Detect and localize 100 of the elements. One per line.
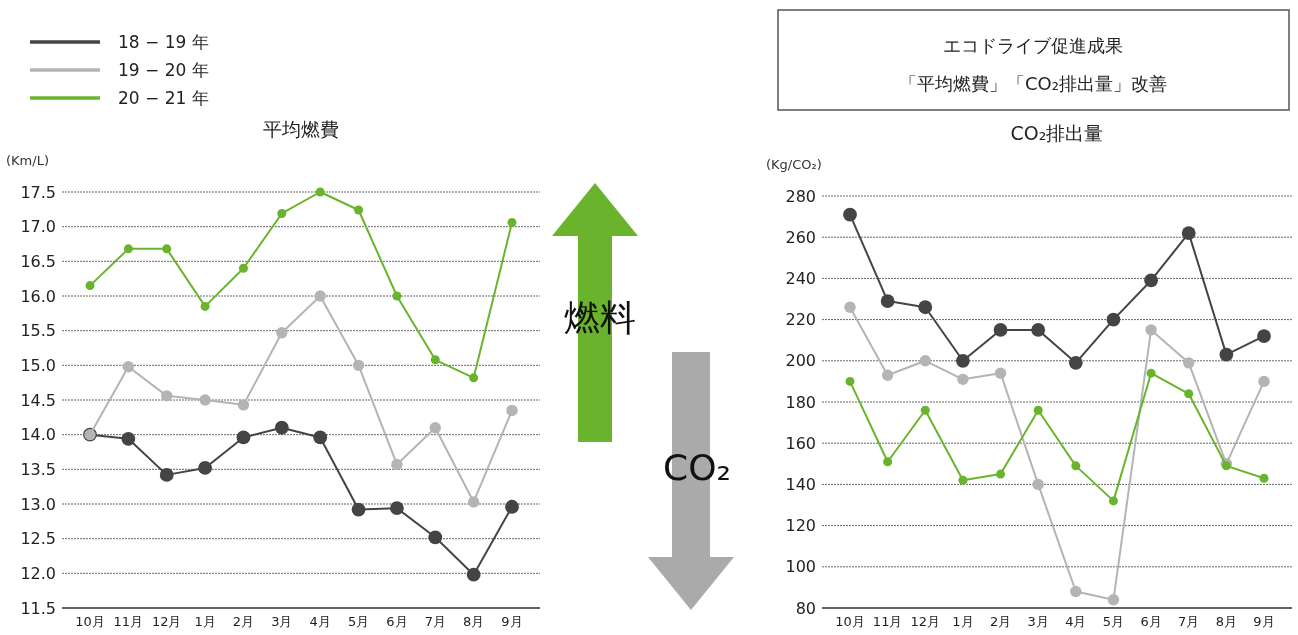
- point: [883, 457, 893, 467]
- point: [123, 244, 133, 254]
- x-tick-label: 3月: [271, 614, 293, 629]
- x-tick-label: 10月: [75, 614, 105, 629]
- chart-title: 平均燃費: [263, 118, 339, 140]
- point: [469, 373, 479, 383]
- point: [313, 430, 328, 445]
- point: [1181, 226, 1196, 240]
- y-tick-label: 100: [785, 557, 816, 577]
- point: [881, 369, 894, 381]
- y-tick-label: 16.5: [20, 251, 56, 271]
- point: [1257, 329, 1271, 343]
- point: [162, 244, 172, 254]
- point: [1108, 496, 1118, 506]
- y-tick-label: 140: [785, 475, 816, 494]
- point: [1219, 347, 1234, 362]
- y-tick-label: 240: [785, 269, 816, 288]
- y-tick-label: 120: [785, 516, 816, 536]
- x-tick-label: 6月: [1140, 614, 1162, 629]
- point: [1144, 273, 1158, 288]
- point: [354, 205, 364, 215]
- y-tick-label: 17.5: [20, 182, 56, 202]
- point: [392, 291, 402, 301]
- x-tick-label: 11月: [113, 614, 144, 629]
- y-tick-label: 200: [785, 351, 816, 371]
- point: [430, 355, 440, 365]
- point: [1107, 594, 1120, 606]
- point: [429, 422, 441, 434]
- x-tick-label: 4月: [309, 614, 331, 629]
- point: [198, 461, 212, 475]
- x-tick-label: 10月: [835, 614, 865, 629]
- y-tick-label: 14.0: [20, 425, 56, 445]
- point: [996, 469, 1006, 479]
- point: [1259, 473, 1269, 483]
- text: 「平均燃費」「CO₂排出量」改善: [899, 73, 1167, 95]
- point: [351, 502, 366, 517]
- text: エコドライブ促進成果: [943, 35, 1123, 57]
- y-tick-label: 180: [785, 392, 816, 412]
- point: [880, 294, 895, 308]
- point: [844, 301, 856, 313]
- x-tick-label: 12月: [910, 614, 941, 629]
- y-tick-label: 15.0: [20, 355, 56, 375]
- point: [274, 420, 289, 435]
- legend-label: 18 − 19 年: [118, 31, 209, 52]
- y-tick-label: 220: [785, 310, 816, 330]
- point: [1184, 389, 1194, 399]
- legend-label: 20 − 21 年: [118, 87, 209, 108]
- point: [1032, 478, 1044, 491]
- point: [200, 301, 210, 311]
- point: [1145, 324, 1157, 336]
- point: [390, 501, 404, 516]
- point: [845, 376, 855, 386]
- y-tick-label: 11.5: [20, 598, 56, 618]
- x-tick-label: 11月: [872, 614, 903, 629]
- x-tick-label: 6月: [386, 614, 408, 629]
- point: [199, 394, 211, 406]
- y-tick-label: 13.5: [20, 459, 56, 479]
- point: [1258, 375, 1270, 388]
- x-tick-label: 9月: [1253, 614, 1275, 629]
- point: [315, 187, 325, 197]
- point: [391, 458, 403, 471]
- point: [993, 323, 1008, 337]
- point: [121, 431, 136, 446]
- point: [428, 530, 443, 545]
- x-tick-label: 1月: [194, 614, 216, 629]
- y-tick-label: 12.0: [20, 563, 56, 583]
- point: [1068, 355, 1083, 370]
- point: [314, 290, 326, 302]
- point: [506, 404, 518, 417]
- point: [466, 567, 481, 582]
- point: [237, 399, 250, 411]
- x-tick-label: 5月: [347, 614, 370, 629]
- point: [918, 300, 933, 315]
- point: [843, 207, 857, 222]
- point: [352, 359, 365, 372]
- x-tick-label: 9月: [501, 614, 523, 629]
- y-tick-label: 14.5: [20, 390, 56, 410]
- point: [507, 218, 517, 228]
- point: [161, 390, 173, 402]
- x-tick-label: 12月: [151, 614, 182, 629]
- point: [1033, 405, 1043, 415]
- y-tick-label: 260: [785, 227, 816, 247]
- x-tick-label: 2月: [989, 614, 1012, 629]
- y-tick-label: 280: [785, 186, 816, 206]
- y-axis-title: (Km/L): [6, 153, 49, 168]
- point: [957, 373, 969, 386]
- point: [467, 496, 480, 508]
- point: [1183, 357, 1195, 369]
- x-tick-label: 3月: [1027, 614, 1049, 629]
- x-tick-label: 7月: [424, 614, 446, 629]
- chart-title: CO₂排出量: [1010, 122, 1104, 144]
- point: [505, 499, 519, 514]
- y-tick-label: 15.5: [20, 321, 56, 341]
- point: [1106, 312, 1121, 327]
- point: [958, 475, 968, 485]
- x-tick-label: 1月: [952, 614, 974, 629]
- y-tick-label: 80: [795, 598, 816, 618]
- point: [919, 355, 931, 367]
- x-tick-label: 2月: [232, 614, 255, 629]
- point: [236, 430, 251, 445]
